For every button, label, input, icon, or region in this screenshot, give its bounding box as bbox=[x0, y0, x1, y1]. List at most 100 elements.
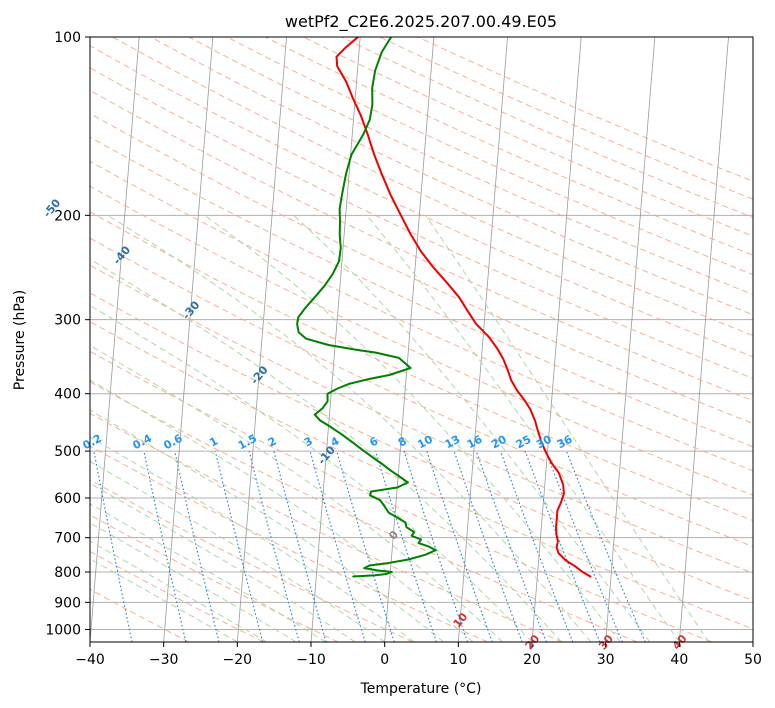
x-tick-label: −40 bbox=[75, 652, 105, 668]
x-tick-label: 50 bbox=[744, 652, 762, 668]
dry-adiabat-line bbox=[90, 45, 753, 358]
y-tick-label: 600 bbox=[54, 491, 81, 507]
x-tick-label: 0 bbox=[380, 652, 389, 668]
mixing-ratio-line bbox=[143, 450, 187, 642]
mixing-ratio-line bbox=[453, 450, 523, 642]
mixing-ratio-label: 25 bbox=[514, 433, 534, 452]
y-tick-label: 900 bbox=[54, 595, 81, 611]
isotherm-line bbox=[752, 637, 753, 642]
mixing-ratio-label: 16 bbox=[465, 433, 485, 452]
mixing-ratio-label: 3 bbox=[302, 434, 315, 449]
moist-adiabat-line bbox=[90, 436, 415, 642]
x-axis-label: Temperature (°C) bbox=[360, 681, 482, 697]
x-tick-label: 10 bbox=[449, 652, 467, 668]
y-tick-label: 500 bbox=[54, 444, 81, 460]
mixing-ratio-line bbox=[174, 450, 220, 642]
mixing-ratio-line bbox=[309, 450, 366, 642]
mixing-ratio-label: 1.5 bbox=[236, 432, 259, 453]
x-tick-label: 30 bbox=[597, 652, 615, 668]
dry-adiabat-line bbox=[341, 37, 753, 219]
temperature-profile-line bbox=[335, 37, 592, 578]
y-tick-label: 300 bbox=[54, 313, 81, 329]
mixing-ratio-label: 1 bbox=[207, 434, 220, 449]
x-tick-label: 40 bbox=[670, 652, 688, 668]
y-tick-label: 1000 bbox=[45, 622, 81, 638]
isotherm-line bbox=[90, 37, 140, 642]
plot-frame bbox=[89, 36, 754, 643]
mixing-ratio-line bbox=[248, 450, 300, 642]
moist-adiabat-line bbox=[107, 214, 592, 642]
dry-adiabat-line bbox=[90, 514, 339, 642]
mixing-ratio-label: 6 bbox=[367, 434, 380, 449]
dry-adiabat-line bbox=[90, 412, 563, 642]
x-tick-label: 20 bbox=[523, 652, 541, 668]
mixing-ratio-line bbox=[475, 450, 547, 642]
mixing-ratio-label: 0.4 bbox=[131, 432, 155, 453]
mixing-ratio-line bbox=[273, 450, 327, 642]
dry-adiabat-line bbox=[264, 37, 753, 256]
dry-adiabat-line bbox=[90, 479, 414, 642]
mixing-ratio-line bbox=[403, 450, 469, 642]
isotherm-line bbox=[236, 37, 287, 642]
mixing-ratio-line bbox=[426, 450, 493, 642]
moist-adiabat-line bbox=[293, 214, 651, 642]
isotherm-line bbox=[384, 37, 435, 642]
dry-adiabat-line bbox=[90, 292, 753, 602]
x-tick-label: −30 bbox=[149, 652, 179, 668]
moist-adiabat-line bbox=[90, 258, 562, 642]
mixing-ratio-line bbox=[565, 450, 646, 642]
mixing-ratio-line bbox=[93, 450, 133, 642]
y-tick-label: 100 bbox=[54, 30, 81, 46]
moist-adiabat-line bbox=[90, 503, 326, 642]
mixing-ratio-label: 0.6 bbox=[161, 432, 185, 453]
moist-adiabat-line bbox=[90, 522, 297, 642]
dry-adiabat-line bbox=[90, 588, 190, 642]
moist-adiabat-line bbox=[90, 409, 444, 642]
isotherm-line bbox=[605, 37, 656, 642]
dry-adiabat-line bbox=[112, 37, 753, 337]
isotherm-label: -30 bbox=[180, 298, 203, 322]
dewpoint-profile-line bbox=[296, 37, 437, 578]
y-tick-label: 200 bbox=[54, 208, 81, 224]
mixing-ratio-line bbox=[374, 450, 437, 642]
dry-adiabat-line bbox=[90, 264, 753, 574]
isotherm-line bbox=[531, 37, 582, 642]
isotherm-line bbox=[163, 37, 214, 642]
dry-adiabat-line bbox=[90, 112, 753, 425]
mixing-ratio-label: 13 bbox=[443, 433, 463, 452]
dry-adiabat-line bbox=[379, 37, 753, 200]
chart-title: wetPf2_C2E6.2025.207.00.49.E05 bbox=[285, 12, 557, 32]
background-lines bbox=[90, 37, 753, 642]
moist-adiabat-line bbox=[425, 215, 710, 642]
y-tick-label: 700 bbox=[54, 531, 81, 547]
isotherm-label: -40 bbox=[110, 243, 133, 267]
mixing-ratio-label: 30 bbox=[534, 433, 554, 452]
dry-adiabat-line bbox=[417, 37, 753, 182]
y-axis-label: Pressure (hPa) bbox=[12, 290, 28, 390]
isotherm-line bbox=[678, 37, 729, 642]
isotherm-line bbox=[310, 37, 361, 642]
moist-adiabat-line bbox=[90, 482, 356, 642]
moist-adiabat-line bbox=[90, 344, 503, 642]
dry-adiabat-line bbox=[303, 37, 753, 237]
x-tick-label: −10 bbox=[296, 652, 326, 668]
moist-adiabat-line bbox=[204, 214, 621, 642]
y-tick-label: 800 bbox=[54, 565, 81, 581]
dry-adiabat-line bbox=[226, 37, 753, 276]
moist-adiabat-line bbox=[90, 558, 238, 642]
mixing-ratio-label: 2 bbox=[266, 434, 279, 449]
axes: −40 −30 −20 −10 0 10 20 30 40 5010020030040050060… bbox=[45, 30, 762, 668]
dry-adiabat-line bbox=[90, 381, 638, 642]
isotherm-label: 10 bbox=[451, 610, 471, 630]
y-tick-label: 400 bbox=[54, 387, 81, 403]
mixing-ratio-label: 10 bbox=[415, 433, 435, 452]
mixing-ratio-label: 8 bbox=[396, 434, 409, 449]
mixing-ratio-label: 20 bbox=[489, 433, 509, 452]
moist-adiabat-line bbox=[90, 540, 268, 642]
x-tick-label: −20 bbox=[223, 652, 253, 668]
mixing-ratio-line bbox=[336, 450, 395, 642]
mixing-ratio-label: 0.2 bbox=[81, 432, 104, 453]
dry-adiabat-line bbox=[90, 136, 753, 448]
isotherm-label: -20 bbox=[248, 363, 271, 387]
